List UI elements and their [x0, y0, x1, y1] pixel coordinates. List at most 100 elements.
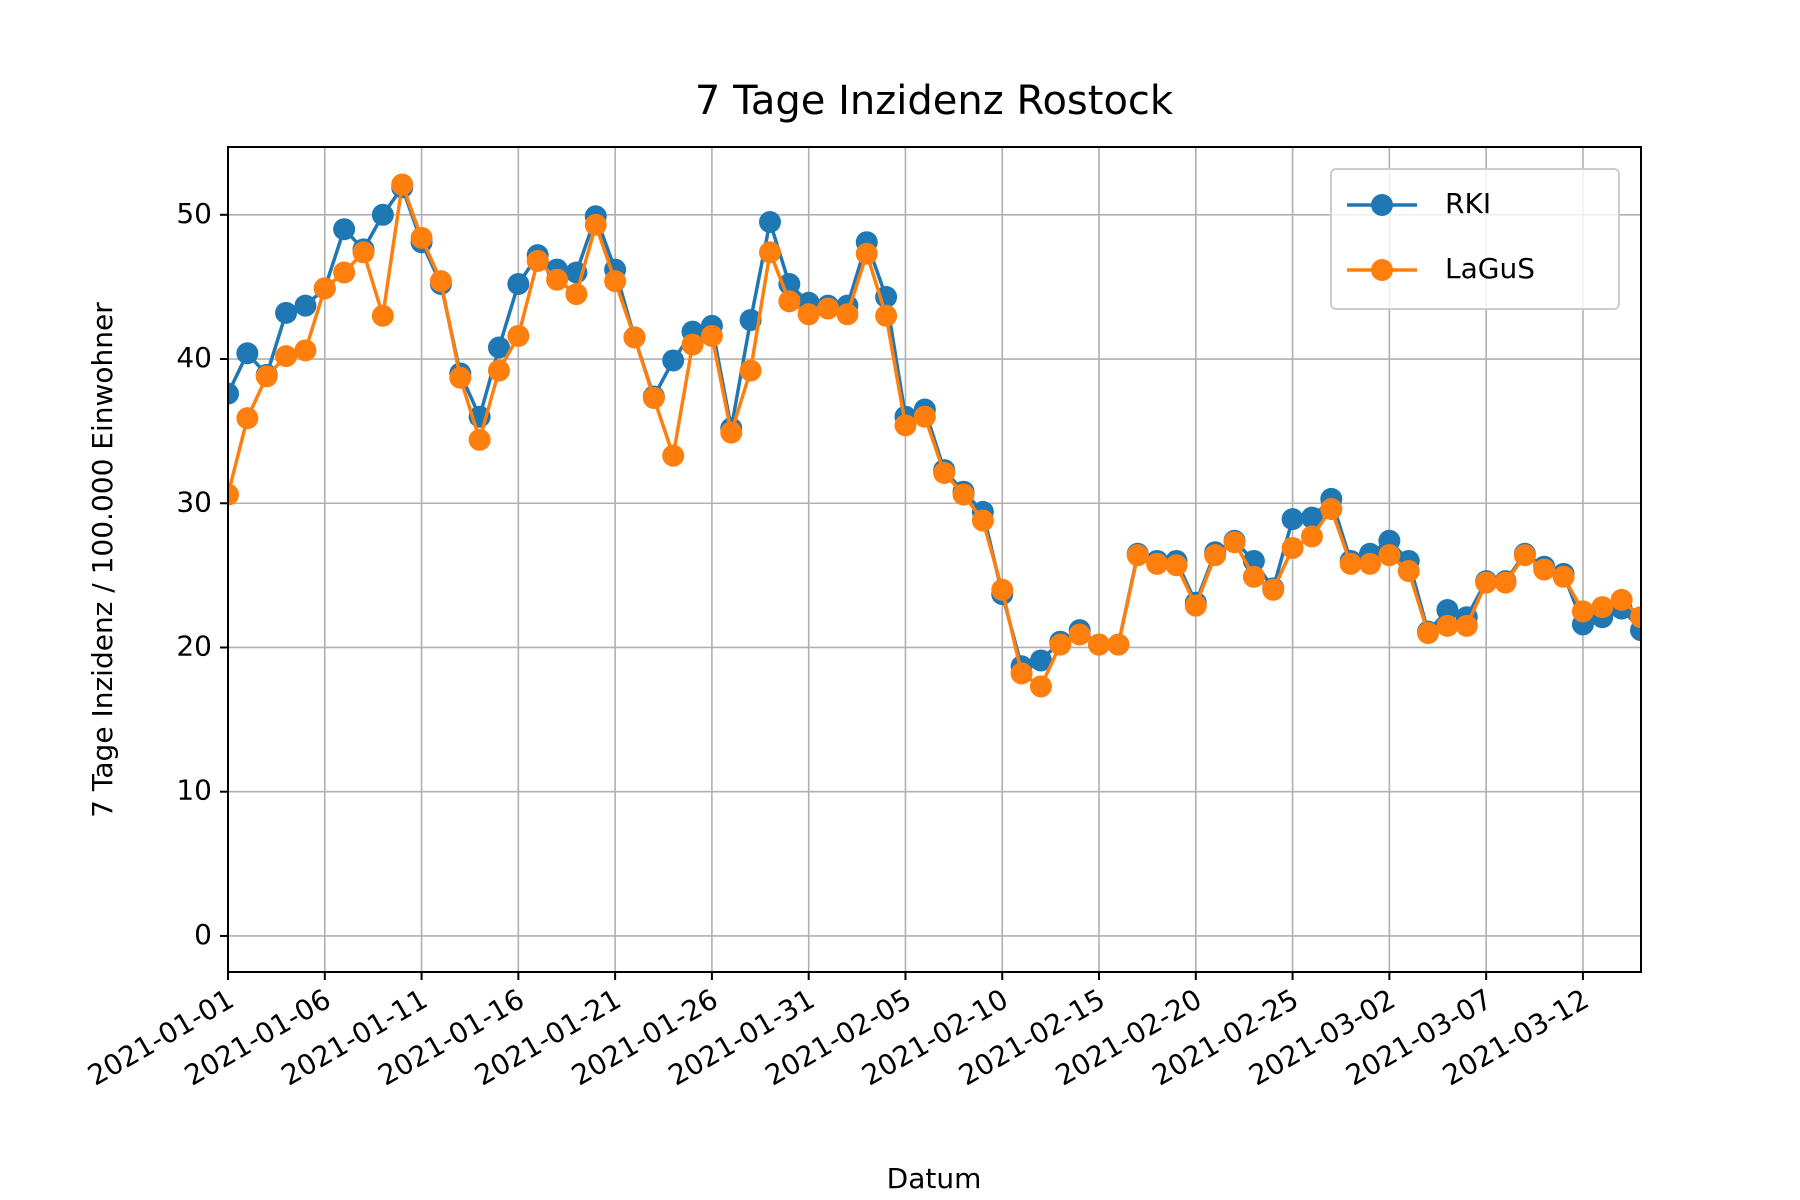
data-point: [1242, 565, 1265, 588]
data-point: [275, 301, 298, 324]
data-point: [739, 359, 762, 382]
plot-area: [228, 173, 1641, 698]
data-point: [1029, 675, 1052, 698]
data-point: [507, 324, 530, 347]
y-tick-label: 30: [176, 485, 212, 518]
data-point: [1591, 596, 1614, 619]
data-point: [1281, 536, 1304, 559]
data-point: [700, 324, 723, 347]
data-point: [952, 483, 975, 506]
y-axis-label: 7 Tage Inzidenz / 100.000 Einwohner: [86, 302, 119, 818]
x-axis-label: Datum: [887, 1162, 982, 1195]
legend-label: LaGuS: [1445, 252, 1535, 285]
data-point: [1630, 606, 1641, 629]
data-point: [228, 382, 239, 405]
data-point: [971, 509, 994, 532]
data-point: [836, 303, 859, 326]
data-point: [228, 483, 239, 506]
data-point: [487, 359, 510, 382]
data-point: [1010, 662, 1033, 685]
data-point: [1436, 598, 1459, 621]
data-point: [720, 421, 743, 444]
data-point: [1320, 498, 1343, 521]
data-point: [797, 303, 820, 326]
data-point: [294, 294, 317, 317]
axes-frame: [227, 146, 1642, 973]
data-point: [681, 333, 704, 356]
data-point: [913, 405, 936, 428]
data-point: [1339, 552, 1362, 575]
data-point: [1610, 588, 1633, 611]
data-point: [662, 444, 685, 467]
data-point: [1300, 506, 1323, 529]
data-point: [991, 578, 1014, 601]
data-point: [333, 261, 356, 284]
data-point: [1088, 633, 1111, 656]
data-point: [1029, 649, 1052, 672]
data-point: [429, 270, 452, 293]
data-point: [1049, 633, 1072, 656]
data-point: [1359, 552, 1382, 575]
data-point: [662, 349, 685, 372]
data-point: [255, 365, 278, 388]
data-point: [391, 173, 414, 196]
y-tick-label: 10: [176, 774, 212, 807]
data-point: [758, 241, 781, 264]
data-point: [526, 249, 549, 272]
data-point: [1533, 558, 1556, 581]
data-point: [817, 297, 840, 320]
data-point: [1107, 633, 1130, 656]
data-point: [371, 304, 394, 327]
data-point: [1417, 622, 1440, 645]
legend-marker: [1371, 194, 1393, 216]
data-point: [1146, 552, 1169, 575]
data-point: [333, 218, 356, 241]
data-point: [1281, 508, 1304, 531]
data-point: [758, 211, 781, 233]
y-tick-label: 50: [176, 197, 212, 230]
data-point: [1397, 560, 1420, 583]
data-point: [642, 386, 665, 409]
data-point: [894, 414, 917, 437]
data-point: [604, 270, 627, 293]
legend-marker: [1371, 259, 1393, 281]
data-point: [352, 241, 375, 264]
data-point: [294, 339, 317, 362]
data-point: [1165, 554, 1188, 577]
data-point: [449, 366, 472, 389]
data-point: [1494, 571, 1517, 594]
data-point: [875, 304, 898, 327]
data-point: [1513, 544, 1536, 567]
data-point: [1262, 578, 1285, 601]
data-point: [1475, 571, 1498, 594]
data-point: [623, 326, 646, 349]
data-point: [371, 203, 394, 226]
data-point: [1068, 623, 1091, 646]
data-point: [1204, 544, 1227, 567]
data-point: [236, 407, 259, 430]
data-point: [739, 309, 762, 332]
data-point: [778, 290, 801, 313]
data-point: [1126, 544, 1149, 567]
data-point: [1436, 614, 1459, 637]
data-point: [933, 461, 956, 484]
y-tick-label: 20: [176, 629, 212, 662]
data-point: [565, 283, 588, 306]
legend-label: RKI: [1445, 187, 1491, 220]
legend: RKI LaGuS: [1330, 168, 1620, 310]
data-point: [584, 213, 607, 236]
data-point: [546, 268, 569, 291]
data-point: [313, 277, 336, 300]
data-point: [487, 336, 510, 359]
data-point: [855, 242, 878, 265]
y-tick-label: 0: [194, 918, 212, 951]
data-point: [410, 226, 433, 249]
data-point: [507, 273, 530, 296]
data-point: [1223, 531, 1246, 554]
data-point: [1378, 544, 1401, 567]
data-point: [1552, 565, 1575, 588]
data-point: [275, 345, 298, 368]
data-point: [1300, 525, 1323, 548]
data-point: [236, 342, 259, 365]
